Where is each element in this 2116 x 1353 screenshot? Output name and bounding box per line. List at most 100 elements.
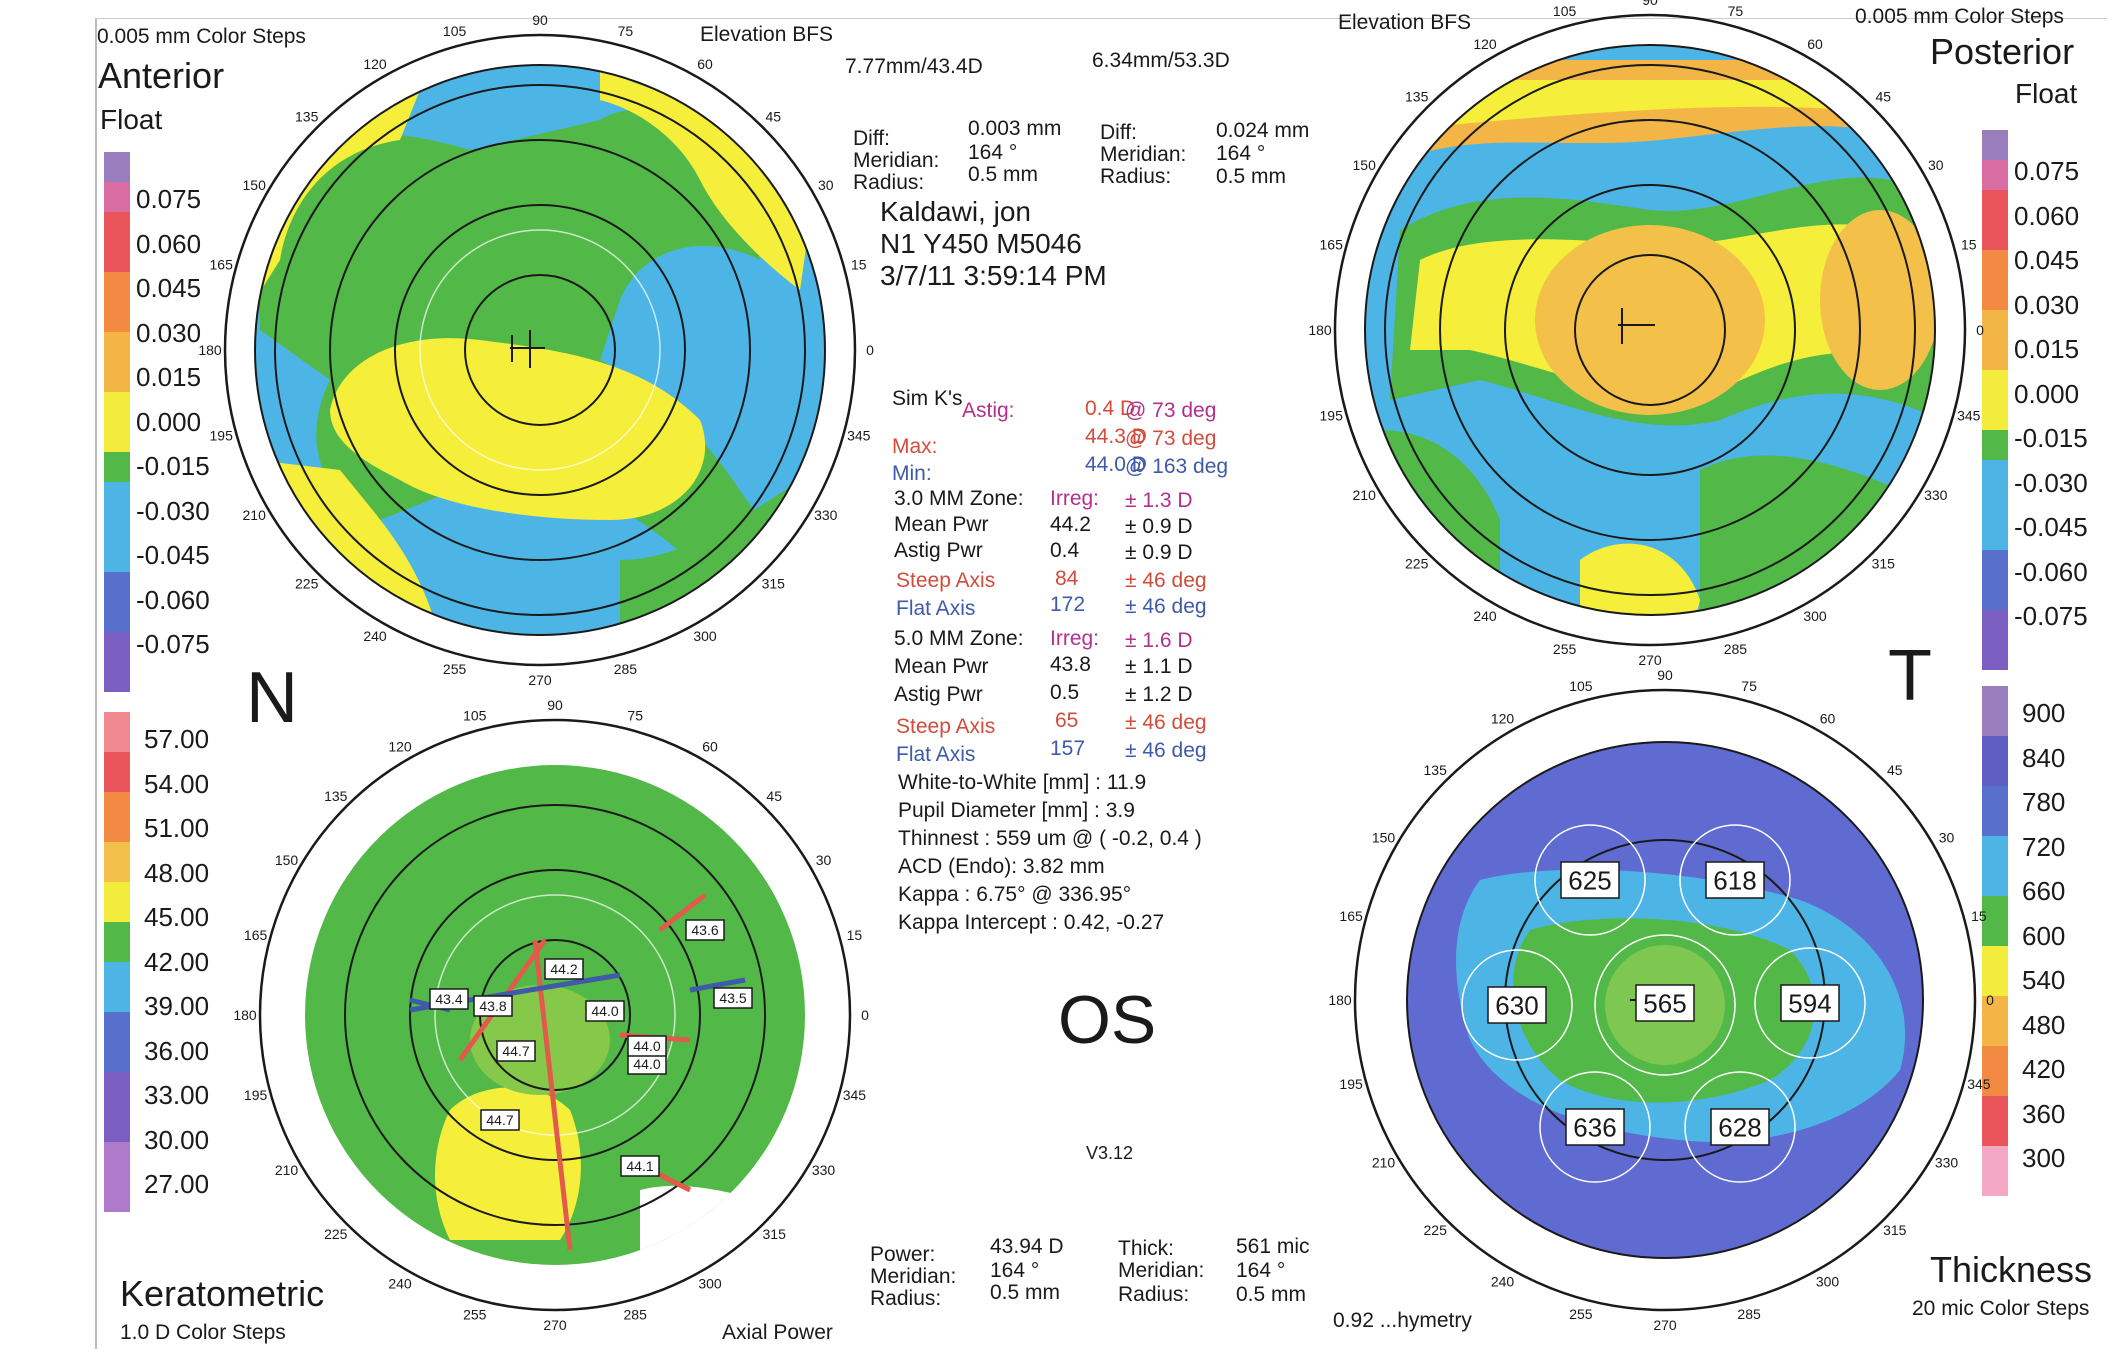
kerato-value-box: 44.7 bbox=[496, 1040, 536, 1062]
svg-text:43.8: 43.8 bbox=[479, 998, 506, 1014]
degree-label: 270 bbox=[1653, 1317, 1677, 1333]
max-axis: @ 73 deg bbox=[1125, 427, 1217, 450]
degree-label: 15 bbox=[1961, 237, 1977, 253]
degree-label: 345 bbox=[843, 1087, 867, 1103]
kerato-value-box: 43.8 bbox=[473, 995, 513, 1017]
simk-label: Sim K's bbox=[892, 387, 963, 410]
zone3-label: 3.0 MM Zone: bbox=[894, 487, 1024, 510]
min-label: Min: bbox=[892, 462, 932, 485]
svg-text:43.4: 43.4 bbox=[435, 991, 462, 1007]
degree-label: 150 bbox=[1372, 830, 1396, 846]
degree-label: 60 bbox=[1807, 36, 1823, 52]
patient-name: Kaldawi, jon bbox=[880, 196, 1031, 227]
posterior-title: Posterior bbox=[1930, 31, 2075, 72]
svg-text:44.0: 44.0 bbox=[633, 1056, 660, 1072]
degree-label: 255 bbox=[463, 1306, 487, 1322]
thick-meridian-label: Meridian: bbox=[1118, 1259, 1205, 1282]
svg-text:44.7: 44.7 bbox=[486, 1112, 513, 1128]
posterior-scale-label: 0.000 bbox=[2014, 378, 2080, 409]
degree-label: 150 bbox=[243, 177, 267, 193]
degree-label: 285 bbox=[1724, 641, 1748, 657]
map-value-boxes: 43.6 43.5 44.2 43.4 43.8 44.0 44.7 44.0 44.0 44.7… bbox=[429, 861, 1840, 1177]
patient-id: N1 Y450 M5046 bbox=[880, 228, 1082, 259]
degree-label: 225 bbox=[1424, 1222, 1448, 1238]
degree-label: 15 bbox=[847, 927, 863, 943]
thickness-zone-box: 618 bbox=[1705, 861, 1765, 899]
zone5-flat-sd: ± 46 deg bbox=[1125, 739, 1207, 762]
thickness-steps: 20 mic Color Steps bbox=[1912, 1297, 2090, 1320]
ant-radius-value: 0.5 mm bbox=[968, 163, 1039, 186]
nasal-label: N bbox=[246, 658, 298, 738]
degree-label: 180 bbox=[1328, 992, 1352, 1008]
power-scale-label: 54.00 bbox=[144, 768, 210, 799]
kera-radius-value: 0.5 mm bbox=[990, 1281, 1061, 1304]
zone3-astig-value: 0.4 bbox=[1050, 539, 1080, 562]
float-scale-right bbox=[1982, 130, 2008, 670]
svg-text:44.1: 44.1 bbox=[626, 1158, 653, 1174]
kerato-value-box: 44.1 bbox=[620, 1155, 660, 1177]
power-scale-label: 51.00 bbox=[144, 813, 210, 843]
astig-axis: @ 73 deg bbox=[1125, 399, 1217, 422]
posterior-scale-label: -0.075 bbox=[2014, 601, 2088, 631]
degree-label: 240 bbox=[1491, 1274, 1515, 1290]
post-meridian-label: Meridian: bbox=[1100, 143, 1187, 166]
anterior-scale-label: 0.030 bbox=[136, 317, 202, 348]
anterior-scale-label: -0.075 bbox=[136, 629, 210, 659]
degree-label: 105 bbox=[1569, 678, 1593, 694]
post-radius-value: 0.5 mm bbox=[1216, 165, 1287, 188]
degree-label: 240 bbox=[1473, 608, 1497, 624]
degree-label: 330 bbox=[1924, 487, 1948, 503]
kerato-value-box: 43.6 bbox=[685, 919, 725, 941]
zone3-flat-label: Flat Axis bbox=[896, 597, 976, 620]
svg-text:628: 628 bbox=[1718, 1112, 1761, 1142]
zone5-irreg-value: ± 1.6 D bbox=[1125, 629, 1193, 652]
posterior-scale-label: 0.060 bbox=[2014, 200, 2080, 231]
degree-label: 150 bbox=[275, 852, 299, 868]
thickness-zone-box: 625 bbox=[1560, 861, 1620, 899]
thickness-zone-box: 594 bbox=[1780, 984, 1840, 1022]
zone3-flat-sd: ± 46 deg bbox=[1125, 595, 1207, 618]
posterior-scale-label: 0.015 bbox=[2014, 334, 2080, 364]
power-scale-label: 48.00 bbox=[144, 857, 210, 888]
kerato-value-box: 43.4 bbox=[429, 988, 469, 1010]
thickness-title: Thickness bbox=[1930, 1249, 2093, 1290]
zone5-label: 5.0 MM Zone: bbox=[894, 627, 1024, 650]
zone3-steep-value: 84 bbox=[1055, 567, 1079, 590]
thickness-scale-label: 480 bbox=[2022, 1009, 2066, 1040]
anterior-bfs-label: Elevation BFS bbox=[700, 23, 834, 46]
anterior-scale-label: 0.045 bbox=[136, 273, 202, 303]
degree-label: 0 bbox=[861, 1007, 869, 1023]
zone3-mean-value: 44.2 bbox=[1050, 513, 1091, 536]
kera-power-label: Power: bbox=[870, 1243, 936, 1266]
zone3-steep-sd: ± 46 deg bbox=[1125, 569, 1207, 592]
thickness-map-type: 0.92 ...hymetry bbox=[1333, 1309, 1472, 1332]
degree-label: 210 bbox=[243, 507, 267, 523]
svg-text:630: 630 bbox=[1495, 990, 1538, 1020]
post-diff-label: Diff: bbox=[1100, 121, 1137, 144]
power-scale-label: 27.00 bbox=[144, 1169, 210, 1199]
power-scale-label: 57.00 bbox=[144, 724, 210, 754]
posterior-subtitle: Float bbox=[2015, 78, 2078, 109]
kerato-value-box: 43.5 bbox=[713, 987, 753, 1009]
anterior-scale-label: -0.015 bbox=[136, 451, 210, 481]
svg-text:44.0: 44.0 bbox=[591, 1003, 618, 1019]
posterior-scale-label: -0.060 bbox=[2014, 556, 2088, 587]
thickness-scale-label: 360 bbox=[2022, 1098, 2066, 1129]
degree-label: 300 bbox=[693, 628, 717, 644]
zone5-astig-value: 0.5 bbox=[1050, 681, 1080, 704]
astig-label: Astig: bbox=[962, 399, 1015, 422]
degree-label: 150 bbox=[1353, 157, 1377, 173]
degree-label: 195 bbox=[1339, 1076, 1363, 1092]
degree-label: 60 bbox=[697, 56, 713, 72]
degree-label: 225 bbox=[1405, 555, 1429, 571]
thickness-zone-box: 565 bbox=[1635, 984, 1695, 1022]
degree-label: 135 bbox=[324, 788, 348, 804]
svg-text:636: 636 bbox=[1573, 1112, 1616, 1142]
zone5-steep-sd: ± 46 deg bbox=[1125, 711, 1207, 734]
kappa: Kappa : 6.75° @ 336.95° bbox=[898, 883, 1132, 906]
degree-label: 240 bbox=[363, 628, 387, 644]
degree-label: 345 bbox=[847, 427, 871, 443]
degree-label: 45 bbox=[1887, 762, 1903, 778]
degree-label: 135 bbox=[295, 109, 319, 125]
